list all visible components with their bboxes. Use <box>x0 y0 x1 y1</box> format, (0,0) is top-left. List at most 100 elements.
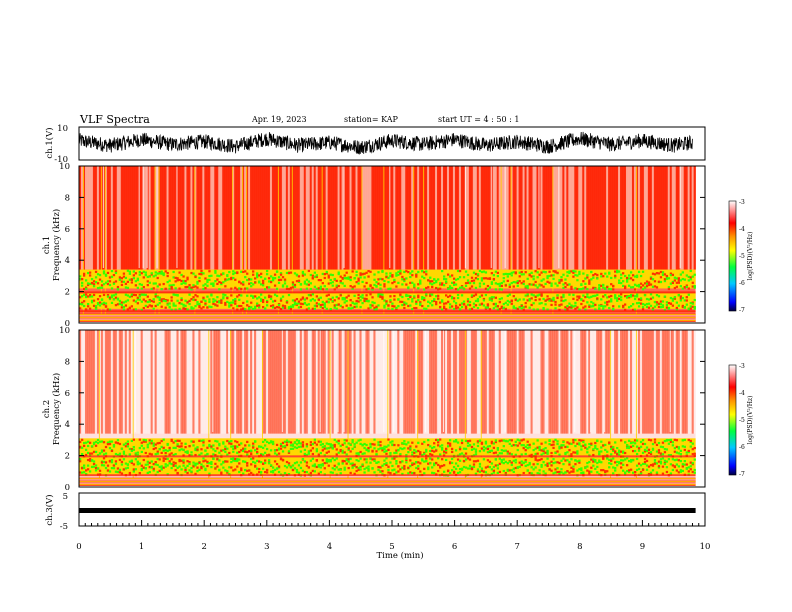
spectrogram-column <box>464 166 468 270</box>
spectrogram-cell <box>204 459 207 462</box>
spectrogram-cell <box>385 445 388 448</box>
spectrogram-cell <box>631 471 635 474</box>
spectrogram-cell <box>480 279 484 282</box>
spectrogram-column <box>528 166 531 270</box>
spectrogram-cell <box>331 444 334 447</box>
spectrogram-column <box>182 166 185 270</box>
spectrogram-cell <box>635 274 639 277</box>
spectrogram-cell <box>198 468 201 471</box>
spectrogram-cell <box>562 293 565 297</box>
spectrogram-cell <box>116 285 120 289</box>
spectrogram-cell <box>413 451 416 454</box>
spectrogram-cell <box>500 449 503 452</box>
spectrogram-cell <box>564 308 567 311</box>
spectrogram-column <box>586 166 589 270</box>
spectrogram-cell <box>693 446 696 450</box>
spectrogram-cell <box>403 270 406 274</box>
spectrogram-cell <box>367 465 370 468</box>
spectrogram-cell <box>536 294 539 297</box>
spectrogram-column <box>629 330 633 434</box>
spectrogram-cell <box>234 445 237 448</box>
spectrogram-cell <box>383 279 386 283</box>
spectrogram-column <box>258 166 261 270</box>
spectrogram-column <box>667 330 671 434</box>
spectrogram-cell <box>661 441 665 444</box>
spectrogram-cell <box>641 451 645 454</box>
spectrogram-cell <box>691 470 694 474</box>
spectrogram-cell <box>377 293 380 296</box>
spectrogram-column <box>450 166 454 270</box>
spectrogram-cell <box>592 286 595 289</box>
spectrogram-cell <box>206 280 209 284</box>
spectrogram-cell <box>256 274 259 277</box>
spectrogram-column <box>116 330 120 434</box>
spectrogram-cell <box>319 287 322 290</box>
spectrogram-cell <box>86 464 90 467</box>
spectrogram-cell <box>574 438 577 442</box>
spectrogram-column <box>79 330 82 434</box>
spectrogram-cell <box>446 469 450 473</box>
spectrogram-column <box>329 330 332 434</box>
spectrogram-streak <box>423 166 425 323</box>
spectrogram-cell <box>204 467 207 470</box>
spectrogram-cell <box>582 444 585 447</box>
spectrogram-cell <box>160 272 163 275</box>
spectrogram-column <box>238 330 241 434</box>
spectrogram-cell <box>142 447 145 450</box>
spectrogram-cell <box>182 279 185 283</box>
spectrogram-cell <box>279 444 283 447</box>
spectrogram-cell <box>325 460 328 463</box>
spectrogram-cell <box>317 453 320 456</box>
ch2-colorbar-tick--4: -4 <box>739 390 745 397</box>
spectrogram-cell <box>397 273 400 276</box>
spectrogram-cell <box>401 466 404 469</box>
spectrogram-cell <box>610 283 613 286</box>
spectrogram-column <box>118 166 122 270</box>
spectrogram-cell <box>311 464 315 467</box>
spectrogram-cell <box>578 459 581 462</box>
spectrogram-cell <box>478 282 482 285</box>
spectrogram-cell <box>512 467 515 470</box>
spectrogram-cell <box>337 271 340 274</box>
spectrogram-cell <box>665 470 669 474</box>
spectrogram-cell <box>655 471 659 474</box>
spectrogram-streak <box>679 166 681 269</box>
spectrogram-column <box>532 330 535 434</box>
spectrogram-cell <box>526 299 529 302</box>
spectrogram-cell <box>456 306 460 309</box>
spectrogram-cell <box>160 298 163 301</box>
spectrogram-cell <box>496 448 499 451</box>
spectrogram-cell <box>339 275 342 278</box>
spectrogram-cell <box>287 440 291 443</box>
spectrogram-cell <box>622 280 625 283</box>
spectrogram-cell <box>649 283 653 286</box>
spectrogram-cell <box>395 274 398 277</box>
spectrogram-column <box>341 330 344 434</box>
spectrogram-column <box>84 166 88 270</box>
spectrogram-cell <box>631 444 635 447</box>
spectrogram-cell <box>341 451 344 454</box>
spectrogram-cell <box>496 467 499 470</box>
spectrogram-cell <box>524 459 527 462</box>
spectrogram-cell <box>315 305 318 308</box>
spectrogram-cell <box>102 453 106 456</box>
spectrogram-cell <box>114 470 118 473</box>
spectrogram-cell <box>637 467 641 471</box>
spectrogram-cell <box>110 270 114 273</box>
spectrogram-cell <box>421 459 424 462</box>
spectrogram-streak <box>590 330 592 433</box>
spectrogram-column <box>460 166 464 270</box>
spectrogram-column <box>90 330 94 434</box>
spectrogram-cell <box>492 296 496 299</box>
spectrogram-cell <box>206 452 209 456</box>
spectrogram-cell <box>458 286 462 289</box>
spectrogram-column <box>530 166 533 270</box>
spectrogram-cell <box>427 443 430 447</box>
spectrogram-column <box>490 330 494 434</box>
spectrogram-cell <box>574 301 577 305</box>
spectrogram-cell <box>629 445 633 448</box>
spectrogram-cell <box>655 286 659 289</box>
spectrogram-cell <box>128 447 132 451</box>
spectrogram-cell <box>104 305 108 308</box>
spectrogram-column <box>415 330 418 434</box>
